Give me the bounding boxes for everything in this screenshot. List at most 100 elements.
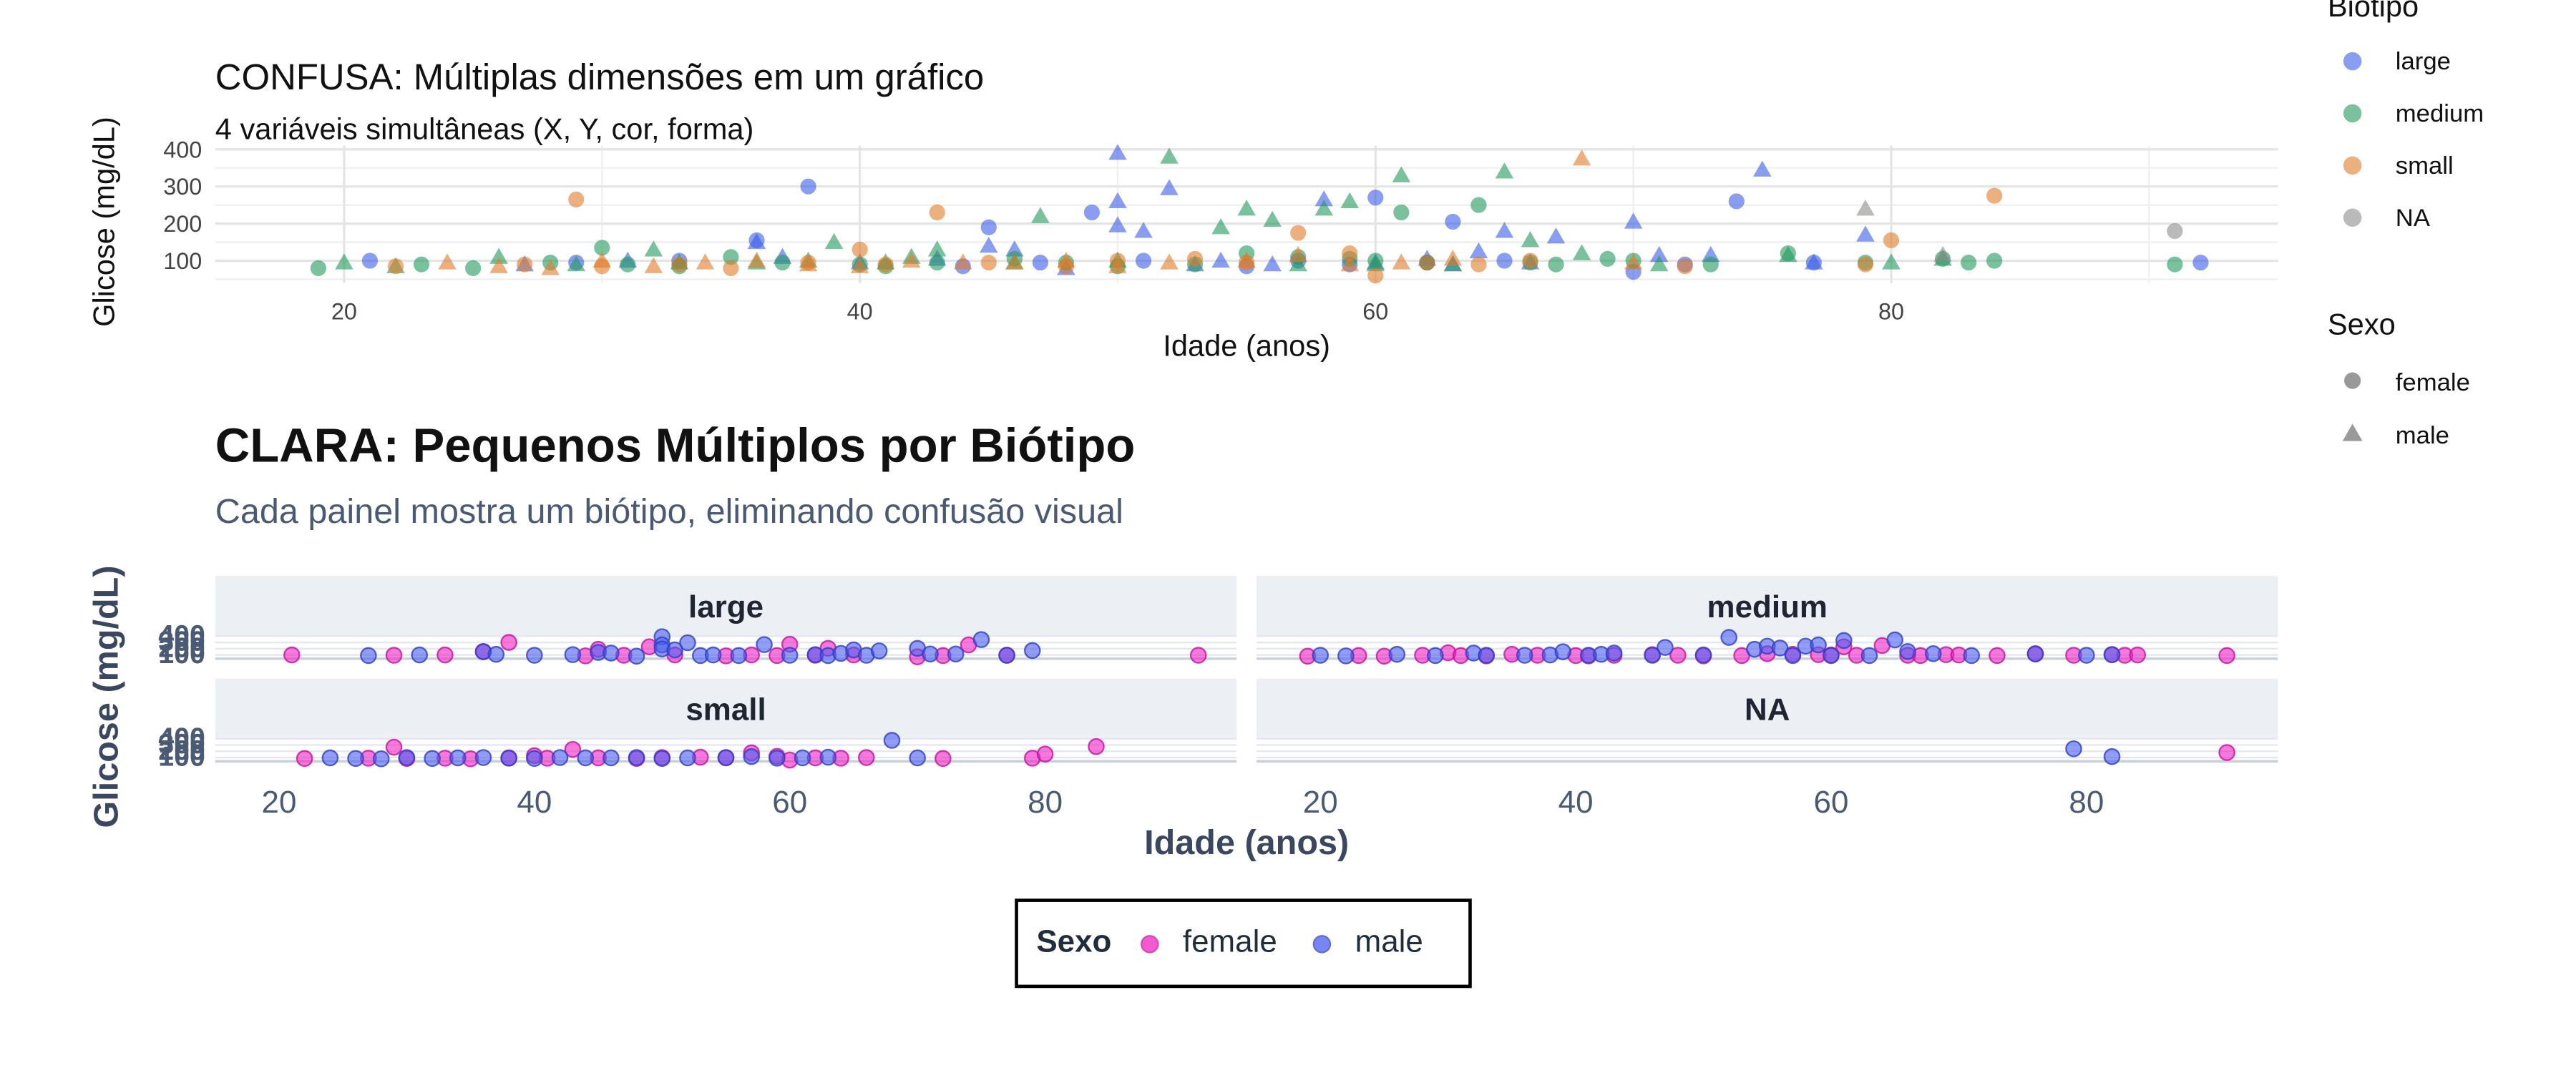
- facet-y-tick-label: 200: [158, 632, 205, 663]
- facet-point-male: [947, 645, 965, 663]
- top-point-small-male: [799, 255, 818, 272]
- facet-label-large: large: [688, 589, 763, 624]
- top-x-tick-label: 80: [1878, 299, 1904, 325]
- top-point-medium-male: [489, 248, 508, 264]
- facet-point-male: [972, 631, 990, 648]
- top-y-tick-label: 200: [163, 211, 202, 237]
- facet-x-tick-label: 20: [262, 785, 297, 820]
- top-point-small-female: [980, 254, 997, 271]
- facet-point-male: [1516, 647, 1533, 664]
- facet-point-male: [1427, 647, 1444, 665]
- top-point-medium-male: [1495, 162, 1514, 179]
- facet-point-male: [679, 749, 696, 767]
- top-point-small-male: [1057, 251, 1075, 268]
- facet-point-female: [296, 750, 313, 768]
- top-point-small-female: [671, 256, 688, 273]
- top-point-medium-male: [1366, 255, 1385, 272]
- top-point-medium-female: [1599, 250, 1616, 267]
- facet-point-male: [1644, 647, 1661, 664]
- facet-point-male: [2078, 647, 2095, 664]
- top-point-large-male: [980, 236, 998, 253]
- top-y-tick-label: 100: [163, 248, 202, 274]
- facet-point-male: [411, 646, 429, 664]
- top-point-medium-male: [1521, 231, 1540, 248]
- top-point-small-male: [1443, 250, 1463, 266]
- facet-point-male: [922, 645, 939, 663]
- top-point-medium-male: [927, 240, 947, 257]
- top-point-medium-male: [1263, 210, 1282, 227]
- top-point-small-male: [1624, 253, 1643, 270]
- top-point-small-female: [387, 258, 404, 275]
- biotipo-legend-key: [2343, 52, 2362, 71]
- top-point-medium-female: [1960, 254, 1977, 271]
- top-point-medium-male: [1882, 253, 1901, 270]
- top-point-medium-male: [567, 255, 586, 272]
- facet-x-tick-label: 60: [772, 785, 807, 820]
- facet-point-male: [424, 750, 441, 768]
- facet-point-male: [551, 749, 569, 766]
- biotipo-legend-title: Biótipo: [2328, 0, 2419, 23]
- top-point-medium-female: [310, 260, 327, 276]
- facet-point-female: [935, 750, 952, 768]
- facet-point-male: [1478, 647, 1496, 664]
- top-point-large-male: [1649, 245, 1669, 263]
- biotipo-legend-key: [2343, 208, 2362, 227]
- sexo-legend-label-top: male: [2396, 422, 2449, 449]
- facet-point-male: [1924, 645, 1942, 662]
- top-point-medium-male: [1340, 192, 1360, 209]
- top-point-small-male: [1392, 253, 1411, 270]
- facet-strip-large: [215, 576, 1237, 636]
- facet-point-male: [1312, 647, 1330, 664]
- top-point-small-female: [852, 241, 868, 258]
- facet-point-female: [2218, 744, 2235, 761]
- sexo-legend-label-top: female: [2396, 369, 2470, 396]
- facet-label-na: NA: [1745, 692, 1790, 727]
- top-point-small-male: [1160, 253, 1179, 270]
- facet-point-male: [628, 749, 645, 766]
- top-point-large-female: [1728, 193, 1745, 210]
- biotipo-legend-key: [2343, 104, 2362, 123]
- top-point-large-female: [1445, 213, 1461, 230]
- top-point-large-male: [1495, 222, 1514, 238]
- facet-point-male: [2026, 645, 2044, 663]
- facet-point-female: [1189, 647, 1207, 664]
- top-point-large-male: [1805, 253, 1823, 270]
- top-point-medium-male: [335, 253, 353, 270]
- top-point-medium-female: [413, 256, 430, 273]
- top-point-medium-female: [620, 256, 636, 273]
- top-point-medium-female: [774, 254, 791, 271]
- top-point-medium-female: [2167, 256, 2183, 273]
- top-point-na-male: [1933, 245, 1952, 263]
- top-point-small-female: [568, 191, 585, 207]
- facet-point-male: [1835, 632, 1853, 650]
- facet-point-male: [2065, 740, 2082, 758]
- top-point-large-male: [1211, 251, 1230, 268]
- facet-point-male: [819, 748, 837, 766]
- top-point-medium-male: [1237, 200, 1256, 216]
- top-point-small-female: [877, 256, 894, 273]
- facet-point-male: [1023, 642, 1041, 660]
- biotipo-legend-key: [2343, 156, 2362, 175]
- top-point-small-male: [696, 253, 715, 270]
- biotipo-legend-label: small: [2396, 152, 2454, 180]
- facet-point-male: [1388, 645, 1406, 663]
- sexo-legend-title: Sexo: [1036, 925, 1112, 960]
- top-point-small-male: [644, 257, 663, 273]
- top-x-tick-label: 40: [847, 299, 873, 325]
- facet-y-tick-label: 100: [158, 638, 205, 670]
- facet-point-male: [487, 645, 505, 663]
- top-point-small-male: [592, 251, 612, 268]
- top-x-tick-label: 60: [1362, 299, 1388, 325]
- facet-point-female: [283, 646, 301, 664]
- top-point-large-male: [1134, 222, 1153, 238]
- facet-point-male: [1657, 639, 1674, 656]
- facet-point-male: [1694, 646, 1712, 664]
- top-point-medium-male: [1649, 255, 1669, 272]
- top-point-large-male: [1546, 227, 1566, 244]
- facet-point-male: [679, 634, 696, 652]
- top-point-large-male: [1263, 255, 1282, 272]
- facet-point-male: [526, 750, 543, 768]
- top-point-small-male: [953, 253, 972, 270]
- top-point-medium-male: [1289, 255, 1307, 272]
